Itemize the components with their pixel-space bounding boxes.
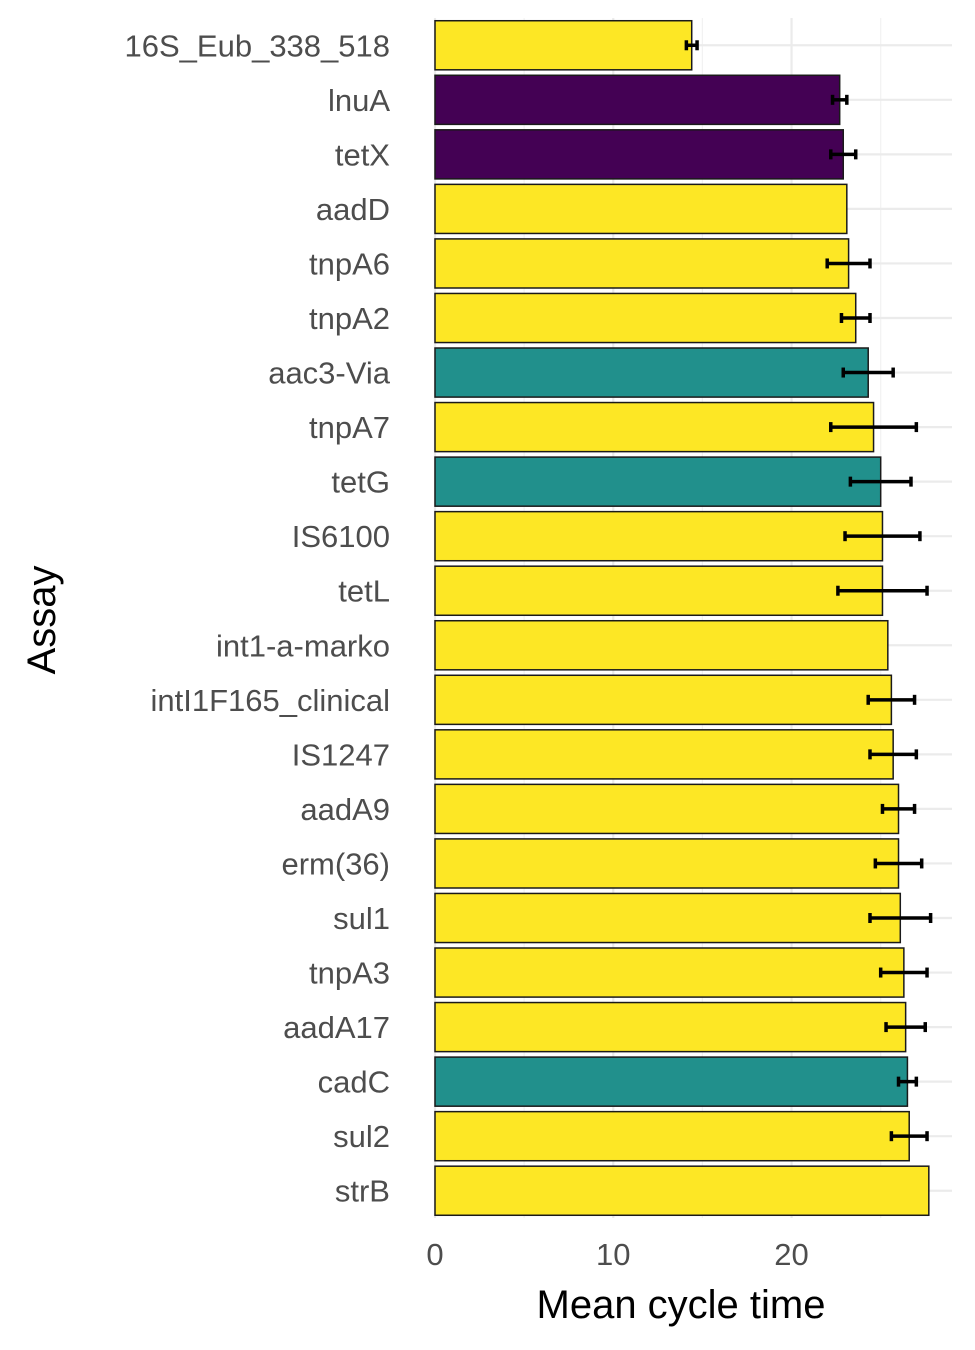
error-bar-tnpA3 [878,967,929,978]
y-tick-label: 16S_Eub_338_518 [125,28,390,63]
bar-tnpA3 [434,947,905,998]
error-bars [684,40,933,1142]
bar-tetX [434,129,845,180]
error-bar-tnpA6 [825,258,872,269]
bar-sul1 [434,892,902,944]
y-tick-labels: 16S_Eub_338_518 lnuA tetX aadD tnpA6 tnpA2 aac… [125,28,391,1208]
x-tick-label: 10 [596,1237,630,1272]
bar-cadC [434,1056,909,1107]
y-tick-label: aadA17 [283,1010,390,1045]
bar-int1-a-marko [434,619,889,671]
error-bar-tetL [836,585,929,596]
y-tick-label: erm(36) [281,846,390,881]
bar-intI1F165_clinical [434,674,893,726]
x-tick-label: 20 [774,1237,808,1272]
bars [434,19,930,1217]
error-bar-cadC [896,1076,919,1087]
x-axis-title: Mean cycle time [537,1283,826,1327]
y-tick-label: cadC [318,1065,390,1100]
y-tick-label: IS6100 [292,519,390,554]
x-tick-labels: 0 10 20 [426,1237,808,1272]
y-tick-label: tetX [335,137,390,172]
y-tick-label: sul1 [333,901,390,936]
bar-tetG [434,456,882,507]
error-bar-sul1 [868,913,933,923]
bar-strB [434,1165,930,1217]
error-bar-sul2 [889,1131,929,1142]
error-bar-intI1F165_clinical [866,694,917,705]
y-tick-label: tnpA6 [309,246,390,281]
error-bar-tetX [829,149,858,160]
bar-16S_Eub_338_518 [434,19,693,71]
error-bar-IS1247 [868,749,919,760]
y-tick-label: tnpA3 [309,956,390,991]
y-tick-label: tetL [338,574,390,609]
y-tick-label: lnuA [328,83,390,118]
x-tick-label: 0 [426,1237,443,1272]
error-bar-aac3-Via [841,367,895,378]
bar-tnpA7 [434,401,875,453]
bar-sul2 [434,1110,910,1162]
bar-tetL [434,565,884,617]
error-bar-tnpA2 [839,313,872,323]
y-tick-label: aadD [316,192,390,227]
bar-erm(36) [434,838,900,889]
y-tick-label: aac3-Via [268,356,391,391]
bar-aac3-Via [434,347,869,398]
error-bar-16S_Eub_338_518 [684,40,699,51]
error-bar-IS6100 [843,531,922,542]
bar-aadD [434,183,848,235]
bar-IS1247 [434,729,894,780]
y-tick-label: int1-a-marko [216,628,390,663]
y-tick-label: IS1247 [292,737,390,772]
error-bar-tnpA7 [829,422,919,433]
error-bar-aadA17 [884,1022,928,1033]
bar-IS6100 [434,510,884,562]
bar-lnuA [434,74,841,126]
y-tick-label: tnpA2 [309,301,390,336]
error-bar-tetG [848,476,913,487]
error-bar-lnuA [830,94,849,105]
bar-tnpA6 [434,238,850,289]
error-bar-aadA9 [880,803,917,814]
error-bar-erm(36) [873,858,924,869]
y-tick-label: strB [335,1174,390,1209]
y-tick-label: intI1F165_clinical [150,683,390,718]
y-tick-label: tnpA7 [309,410,390,445]
y-tick-label: aadA9 [300,792,390,827]
y-axis-title: Assay [20,566,64,675]
bar-aadA9 [434,783,900,835]
y-tick-label: tetG [331,465,390,500]
bar-aadA17 [434,1001,907,1053]
bar-tnpA2 [434,292,857,344]
y-tick-label: sul2 [333,1119,390,1154]
